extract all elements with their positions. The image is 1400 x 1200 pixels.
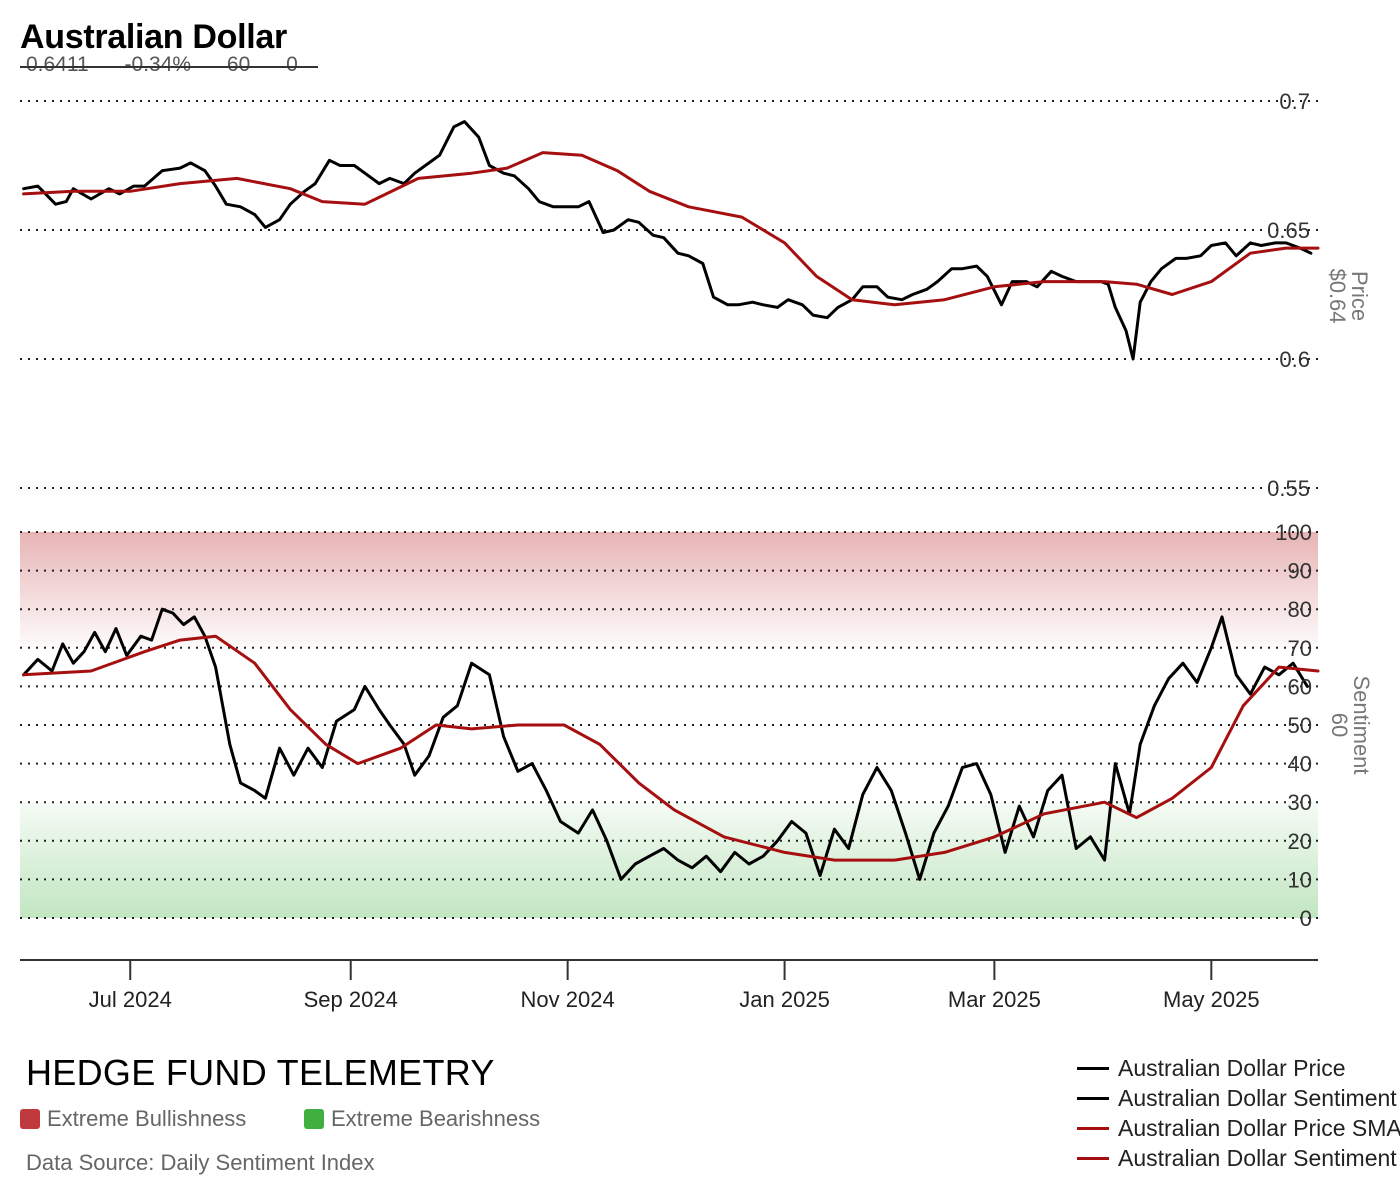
x-tick-label: May 2025 <box>1163 987 1260 1012</box>
sentiment-tick-label: 30 <box>1288 790 1312 815</box>
bullish-label: Extreme Bullishness <box>47 1106 247 1131</box>
price-tick-label: 0.65 <box>1267 218 1310 243</box>
x-tick-label: Jan 2025 <box>739 987 830 1012</box>
legend-label: Australian Dollar Price <box>1118 1054 1346 1081</box>
sentiment-tick-label: 20 <box>1288 829 1312 854</box>
price-tick-label: 0.55 <box>1267 476 1310 501</box>
stat-sentiment: 60 <box>226 53 251 76</box>
legend-item[interactable]: Australian Dollar Price SMA <box>1077 1113 1400 1143</box>
legend-swatch <box>1077 1126 1109 1130</box>
sentiment-tick-label: 90 <box>1288 559 1312 584</box>
bearish-label: Extreme Bearishness <box>331 1106 541 1131</box>
x-tick-label: Jul 2024 <box>89 987 172 1012</box>
stat-change: -0.34% <box>124 53 192 76</box>
sentiment-tick-label: 10 <box>1288 867 1312 892</box>
bearish-legend: Extreme Bearishness <box>304 1106 540 1132</box>
bullish-swatch <box>20 1109 40 1129</box>
x-tick-label: Sep 2024 <box>304 987 398 1012</box>
sentiment-tick-label: 100 <box>1275 520 1312 545</box>
sentiment-tick-label: 80 <box>1288 597 1312 622</box>
sentiment-panel-sma-line <box>22 634 1320 862</box>
legend-label: Australian Dollar Price SMA <box>1118 1114 1400 1141</box>
sentiment-tick-label: 70 <box>1288 636 1312 661</box>
stats-line: 0.6411 -0.34% 60 0 <box>26 53 328 77</box>
legend-label: Australian Dollar Sentiment SMA <box>1118 1144 1400 1171</box>
sentiment-tick-label: 50 <box>1288 713 1312 738</box>
legend-label: Australian Dollar Sentiment <box>1118 1084 1397 1111</box>
series-legend: Australian Dollar Price Australian Dolla… <box>1077 1053 1400 1173</box>
x-tick-label: Nov 2024 <box>521 987 615 1012</box>
legend-item[interactable]: Australian Dollar Sentiment SMA <box>1077 1143 1400 1173</box>
stats-strikethrough <box>20 66 318 68</box>
sentiment-tick-label: 60 <box>1288 674 1312 699</box>
price-tick-label: 0.7 <box>1279 89 1310 114</box>
sentiment-axis-title: Sentiment <box>1349 675 1374 774</box>
stat-price: 0.6411 <box>26 53 89 76</box>
legend-swatch <box>1077 1156 1109 1160</box>
sentiment-tick-label: 0 <box>1300 906 1312 931</box>
legend-item[interactable]: Australian Dollar Price <box>1077 1053 1400 1083</box>
data-source: Data Source: Daily Sentiment Index <box>26 1150 375 1175</box>
sentiment-panel-sentiment-line <box>22 607 1309 881</box>
price-tick-label: 0.6 <box>1279 347 1310 372</box>
legend-swatch <box>1077 1066 1109 1070</box>
price-panel-sma-line <box>22 151 1320 307</box>
chart-canvas: 0.55 0.6 0.65 0.7 0 10 20 30 40 50 60 70 80 90 100 Pric… <box>20 89 1374 1012</box>
bearish-swatch <box>304 1109 324 1129</box>
brand-name: HEDGE FUND TELEMETRY <box>26 1052 495 1093</box>
bullish-legend: Extreme Bullishness <box>20 1106 246 1132</box>
stat-sentiment-change: 0 <box>286 53 298 76</box>
bullish-zone-band <box>20 532 1318 648</box>
sentiment-tick-label: 40 <box>1288 752 1312 777</box>
legend-item[interactable]: Australian Dollar Sentiment <box>1077 1083 1400 1113</box>
sentiment-last-value: 60 <box>1327 713 1352 737</box>
x-tick-label: Mar 2025 <box>948 987 1041 1012</box>
price-panel-price-line <box>22 120 1313 361</box>
bearish-zone-band <box>20 802 1318 918</box>
chart-title: Australian Dollar <box>20 18 287 56</box>
price-axis-title: Price <box>1347 271 1372 321</box>
price-last-value: $0.64 <box>1325 268 1350 323</box>
legend-swatch <box>1077 1096 1109 1100</box>
